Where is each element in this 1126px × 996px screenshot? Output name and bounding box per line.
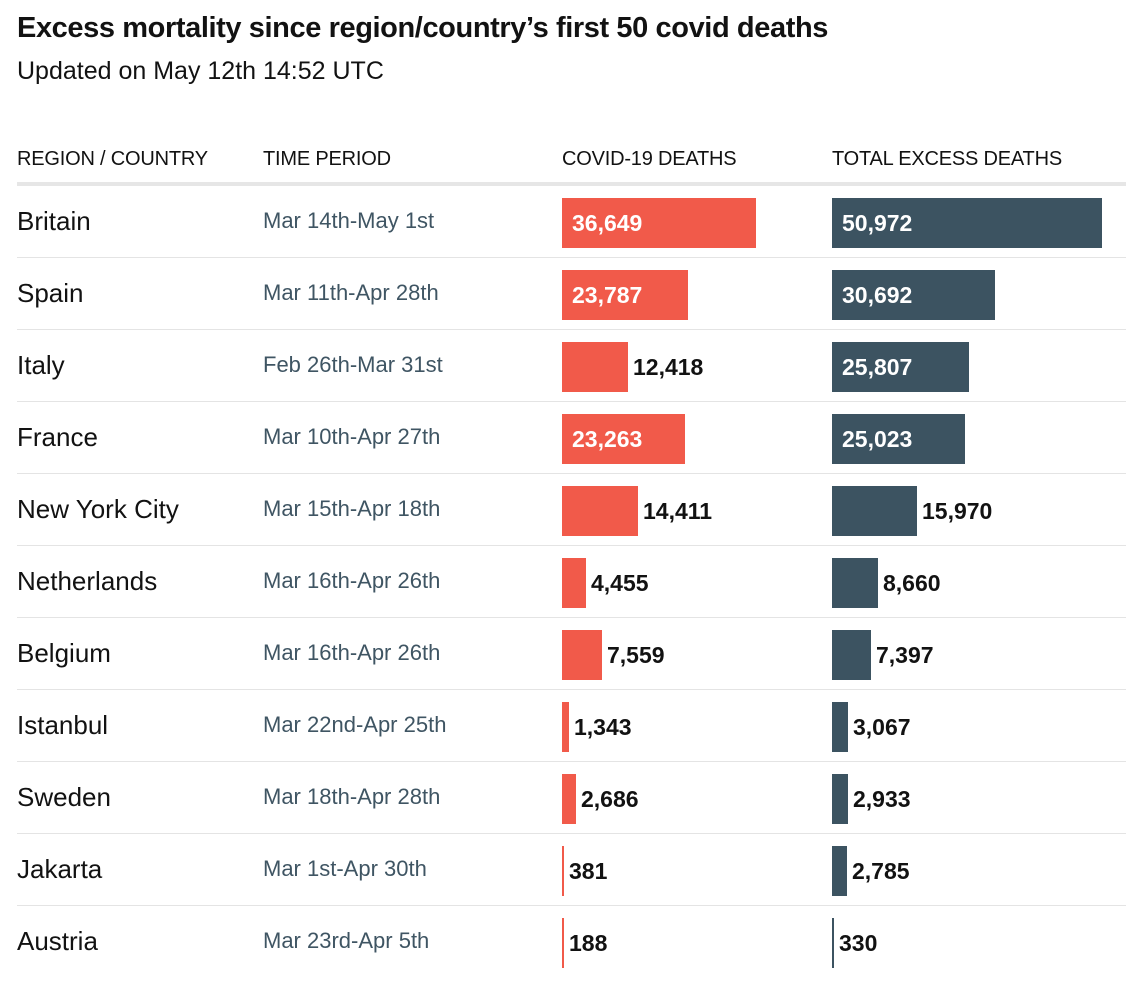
region-name: Netherlands	[17, 566, 158, 596]
excess-deaths-bar	[832, 846, 847, 896]
column-header-period: TIME PERIOD	[263, 148, 391, 170]
covid-deaths-bar	[562, 702, 569, 752]
table-row: New York City Mar 15th-Apr 18th 14,411 15,9…	[0, 474, 1126, 546]
excess-deaths-label: 7,397	[876, 642, 934, 668]
time-period: Mar 1st-Apr 30th	[263, 856, 427, 881]
excess-deaths-bar	[832, 342, 969, 392]
column-header-covid-deaths: COVID-19 DEATHS	[562, 148, 737, 170]
time-period: Mar 10th-Apr 27th	[263, 424, 441, 449]
region-name: France	[17, 422, 98, 452]
region-name: Sweden	[17, 782, 111, 812]
region-name: Italy	[17, 350, 65, 380]
covid-deaths-label: 7,559	[607, 642, 665, 668]
table-row: Britain Mar 14th-May 1st 36,649 50,972	[0, 186, 1126, 258]
covid-deaths-label: 23,787	[572, 282, 643, 308]
excess-deaths-label: 3,067	[853, 714, 911, 740]
table-row: France Mar 10th-Apr 27th 23,263 25,023	[0, 402, 1126, 474]
excess-deaths-label: 25,807	[842, 354, 913, 380]
table-row: Jakarta Mar 1st-Apr 30th 381 2,785	[0, 834, 1126, 906]
table-row: Austria Mar 23rd-Apr 5th 188 330	[0, 906, 1126, 978]
time-period: Mar 16th-Apr 26th	[263, 640, 441, 665]
covid-deaths-bar	[562, 270, 688, 320]
table-row: Italy Feb 26th-Mar 31st 12,418 25,807	[0, 330, 1126, 402]
row-divider	[17, 905, 1126, 906]
row-divider	[17, 545, 1126, 546]
covid-deaths-label: 14,411	[643, 498, 713, 524]
excess-deaths-bar	[832, 702, 848, 752]
time-period: Mar 22nd-Apr 25th	[263, 712, 447, 737]
chart-title: Excess mortality since region/country’s …	[17, 12, 828, 44]
covid-deaths-label: 12,418	[633, 354, 704, 380]
region-name: Belgium	[17, 638, 111, 668]
covid-deaths-label: 381	[569, 858, 608, 884]
row-divider	[17, 617, 1126, 618]
covid-deaths-label: 23,263	[572, 426, 643, 452]
time-period: Mar 23rd-Apr 5th	[263, 928, 430, 953]
covid-deaths-bar	[562, 558, 586, 608]
row-divider	[17, 833, 1126, 834]
covid-deaths-bar	[562, 918, 564, 968]
excess-deaths-bar	[832, 558, 878, 608]
column-header-excess-deaths: TOTAL EXCESS DEATHS	[832, 148, 1062, 170]
covid-deaths-label: 1,343	[574, 714, 632, 740]
covid-deaths-label: 4,455	[591, 570, 649, 596]
excess-deaths-label: 50,972	[842, 210, 913, 236]
excess-deaths-bar	[832, 198, 1102, 248]
time-period: Mar 16th-Apr 26th	[263, 568, 441, 593]
excess-deaths-bar	[832, 630, 871, 680]
excess-deaths-bar	[832, 486, 917, 536]
region-name: Britain	[17, 206, 91, 236]
time-period: Mar 18th-Apr 28th	[263, 784, 441, 809]
excess-deaths-label: 15,970	[922, 498, 993, 524]
covid-deaths-bar	[562, 774, 576, 824]
row-divider	[17, 257, 1126, 258]
excess-deaths-label: 330	[839, 930, 878, 956]
excess-deaths-label: 8,660	[883, 570, 941, 596]
region-name: Austria	[17, 926, 98, 956]
covid-deaths-bar	[562, 486, 638, 536]
excess-deaths-label: 25,023	[842, 426, 913, 452]
covid-deaths-bar	[562, 342, 628, 392]
table-row: Netherlands Mar 16th-Apr 26th 4,455 8,660	[0, 546, 1126, 618]
row-divider	[17, 401, 1126, 402]
row-divider	[17, 473, 1126, 474]
region-name: Spain	[17, 278, 84, 308]
covid-deaths-bar	[562, 414, 685, 464]
covid-deaths-label: 2,686	[581, 786, 639, 812]
row-divider	[17, 761, 1126, 762]
covid-deaths-label: 36,649	[572, 210, 643, 236]
time-period: Mar 15th-Apr 18th	[263, 496, 441, 521]
row-divider	[17, 329, 1126, 330]
table-row: Sweden Mar 18th-Apr 28th 2,686 2,933	[0, 762, 1126, 834]
covid-deaths-bar	[562, 630, 602, 680]
covid-deaths-label: 188	[569, 930, 608, 956]
table-row: Spain Mar 11th-Apr 28th 23,787 30,692	[0, 258, 1126, 330]
region-name: Jakarta	[17, 854, 103, 884]
excess-deaths-bar	[832, 918, 834, 968]
excess-deaths-label: 2,933	[853, 786, 911, 812]
excess-deaths-label: 2,785	[852, 858, 910, 884]
row-divider	[17, 689, 1126, 690]
excess-deaths-bar	[832, 414, 965, 464]
chart-subtitle: Updated on May 12th 14:52 UTC	[17, 57, 384, 85]
excess-deaths-bar	[832, 270, 995, 320]
region-name: Istanbul	[17, 710, 109, 740]
table-row: Belgium Mar 16th-Apr 26th 7,559 7,397	[0, 618, 1126, 690]
time-period: Mar 11th-Apr 28th	[263, 280, 439, 305]
excess-deaths-bar	[832, 774, 848, 824]
table-row: Istanbul Mar 22nd-Apr 25th 1,343 3,067	[0, 690, 1126, 762]
excess-deaths-label: 30,692	[842, 282, 913, 308]
header-divider	[17, 182, 1126, 186]
covid-deaths-bar	[562, 198, 756, 248]
time-period: Mar 14th-May 1st	[263, 208, 435, 233]
covid-deaths-bar	[562, 846, 564, 896]
time-period: Feb 26th-Mar 31st	[263, 352, 443, 377]
region-name: New York City	[17, 494, 179, 524]
column-header-region: REGION / COUNTRY	[17, 148, 208, 170]
